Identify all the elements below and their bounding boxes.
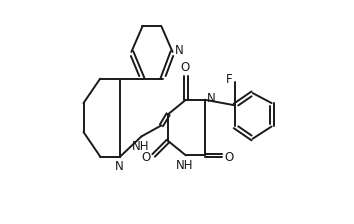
- Text: F: F: [225, 73, 232, 86]
- Text: N: N: [207, 92, 216, 105]
- Text: O: O: [225, 151, 234, 164]
- Text: O: O: [181, 61, 190, 74]
- Text: NH: NH: [132, 140, 149, 153]
- Text: N: N: [115, 160, 124, 173]
- Text: NH: NH: [176, 159, 194, 172]
- Text: O: O: [141, 151, 150, 164]
- Text: N: N: [175, 44, 183, 57]
